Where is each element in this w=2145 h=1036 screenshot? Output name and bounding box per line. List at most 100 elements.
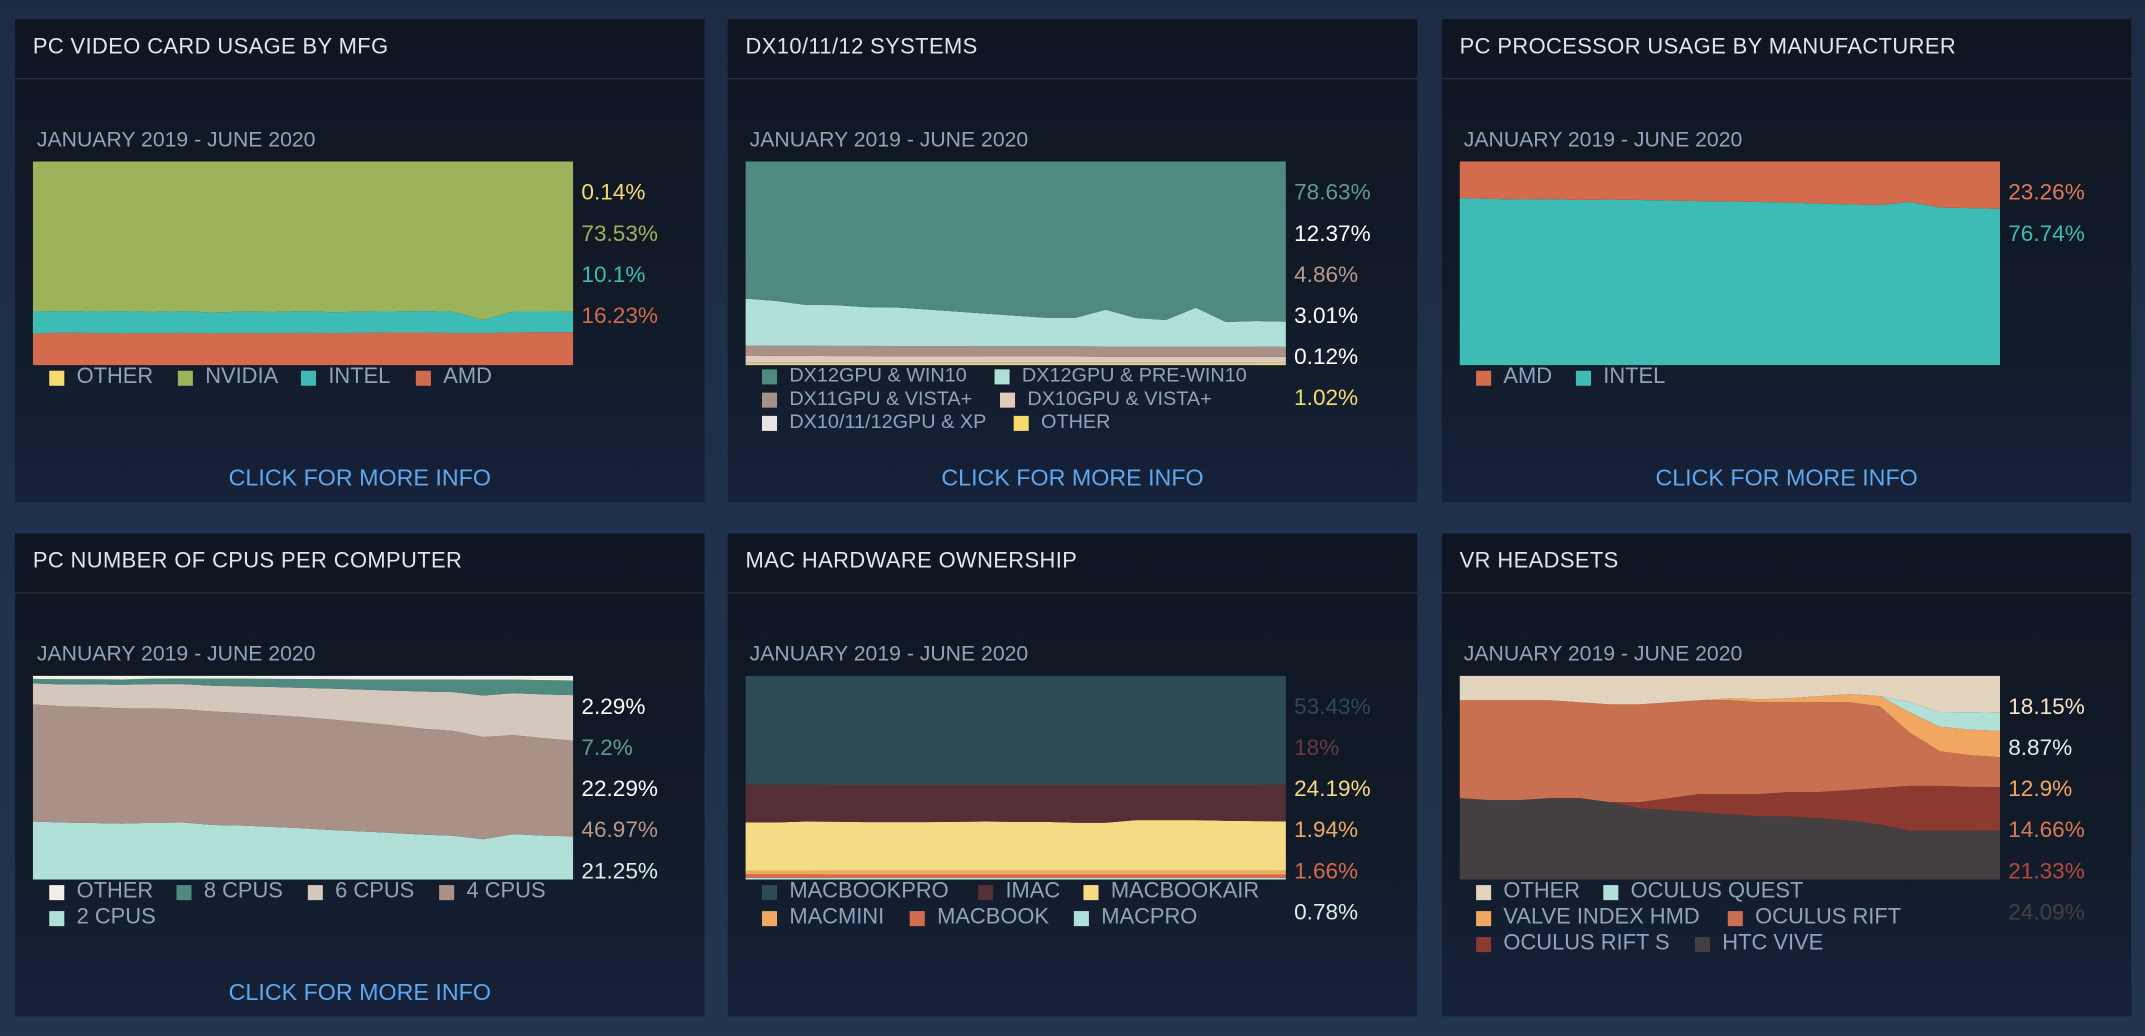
legend-label: 8 CPUS (204, 880, 283, 905)
legend-item: OCULUS QUEST (1603, 880, 1803, 905)
area-series-macmini (746, 870, 1286, 874)
percent-label: 16.23% (581, 304, 658, 330)
percent-label: 78.63% (1294, 181, 1371, 207)
more-info-link[interactable]: CLICK FOR MORE INFO (15, 979, 704, 1006)
legend-swatch (49, 884, 64, 899)
date-range: JANUARY 2019 - JUNE 2020 (37, 643, 316, 668)
percent-label: 10.1% (581, 263, 645, 289)
percent-label: 0.12% (1294, 345, 1358, 371)
percent-label: 21.33% (2008, 859, 2085, 885)
legend-item: INTEL (301, 365, 390, 390)
area-series-dx11gpu-vista (746, 345, 1286, 356)
legend-swatch (308, 884, 323, 899)
area-series-dx10gpu-vista (746, 356, 1286, 363)
legend-swatch (1576, 370, 1591, 385)
legend-label: OTHER (1503, 880, 1580, 905)
legend-swatch (1476, 936, 1491, 951)
legend-item: OTHER (1476, 880, 1580, 905)
legend-label: AMD (1503, 365, 1552, 390)
legend-item: OTHER (49, 365, 153, 390)
legend-item: DX12GPU & WIN10 (762, 365, 967, 387)
area-series-imac (746, 785, 1286, 823)
legend-label: MACBOOKAIR (1111, 880, 1259, 905)
legend-label: OTHER (1041, 412, 1110, 434)
legend-label: IMAC (1005, 880, 1060, 905)
legend-item: OTHER (1014, 412, 1111, 434)
area-series-macbookpro (746, 676, 1286, 785)
percent-label: 76.74% (2008, 222, 2085, 248)
legend-item: DX10GPU & VISTA+ (1000, 389, 1212, 411)
legend-label: 4 CPUS (466, 880, 545, 905)
legend-swatch (995, 369, 1010, 384)
area-series-macbook (746, 874, 1286, 878)
percent-label: 53.43% (1294, 695, 1371, 721)
legend-swatch (49, 370, 64, 385)
legend-item: IMAC (978, 880, 1060, 905)
percent-label: 1.94% (1294, 818, 1358, 844)
legend-label: 6 CPUS (335, 880, 414, 905)
panel-header: PC NUMBER OF CPUS PER COMPUTER (15, 534, 704, 594)
panel-header: DX10/11/12 SYSTEMS (728, 19, 1417, 79)
percent-label: 18% (1294, 736, 1339, 762)
more-info-link[interactable]: CLICK FOR MORE INFO (15, 465, 704, 492)
panel-title: PC PROCESSOR USAGE BY MANUFACTURER (1460, 36, 1956, 61)
chart-panel: PC NUMBER OF CPUS PER COMPUTER JANUARY 20… (15, 534, 704, 1017)
legend-label: AMD (443, 365, 492, 390)
legend-item: MACBOOK (910, 906, 1049, 931)
legend-label: MACPRO (1101, 906, 1197, 931)
legend-item: MACMINI (762, 906, 884, 931)
legend-swatch (1000, 392, 1015, 407)
date-range: JANUARY 2019 - JUNE 2020 (750, 643, 1029, 668)
legend-swatch (178, 370, 193, 385)
legend-swatch (1476, 884, 1491, 899)
legend-item: 8 CPUS (176, 880, 282, 905)
stacked-area-chart (33, 161, 573, 365)
legend-item: MACBOOKPRO (762, 880, 949, 905)
legend-item: OCULUS RIFT (1728, 906, 1901, 931)
legend-item: DX11GPU & VISTA+ (762, 389, 972, 411)
legend-label: 2 CPUS (77, 906, 156, 931)
percent-label: 1.02% (1294, 386, 1358, 412)
legend-item: DX12GPU & PRE-WIN10 (995, 365, 1247, 387)
legend-item: DX10/11/12GPU & XP (762, 412, 986, 434)
legend-item: MACPRO (1074, 906, 1197, 931)
percent-label: 0.14% (581, 181, 645, 207)
more-info-link[interactable]: CLICK FOR MORE INFO (1442, 465, 2131, 492)
legend-swatch (1074, 910, 1089, 925)
percent-label: 14.66% (2008, 818, 2085, 844)
legend-swatch (1603, 884, 1618, 899)
legend-item: VALVE INDEX HMD (1476, 906, 1700, 931)
more-info-link[interactable]: CLICK FOR MORE INFO (728, 465, 1417, 492)
stacked-area-chart (1460, 676, 2000, 880)
legend-label: INTEL (1603, 365, 1665, 390)
legend-item: OCULUS RIFT S (1476, 932, 1670, 957)
legend-label: DX10GPU & VISTA+ (1027, 389, 1211, 411)
legend-label: OCULUS RIFT S (1503, 932, 1669, 957)
percent-label: 12.37% (1294, 222, 1371, 248)
percent-label: 18.15% (2008, 695, 2085, 721)
legend-swatch (416, 370, 431, 385)
legend-item: 4 CPUS (439, 880, 545, 905)
percent-label: 21.25% (581, 859, 658, 885)
legend-swatch (762, 884, 777, 899)
legend-swatch (762, 910, 777, 925)
percent-label: 73.53% (581, 222, 658, 248)
panel-header: VR HEADSETS (1442, 534, 2131, 594)
legend-label: MACMINI (789, 906, 884, 931)
panel-title: MAC HARDWARE OWNERSHIP (746, 550, 1078, 575)
legend-item: OTHER (49, 880, 153, 905)
legend-item: 6 CPUS (308, 880, 414, 905)
percent-label: 7.2% (581, 736, 632, 762)
percent-label: 12.9% (2008, 777, 2072, 803)
legend-item: HTC VIVE (1695, 932, 1823, 957)
stacked-area-chart (746, 161, 1286, 365)
legend-swatch (762, 415, 777, 430)
legend-label: MACBOOK (937, 906, 1049, 931)
date-range: JANUARY 2019 - JUNE 2020 (750, 129, 1029, 154)
percent-label: 46.97% (581, 818, 658, 844)
legend-label: DX11GPU & VISTA+ (789, 389, 972, 411)
